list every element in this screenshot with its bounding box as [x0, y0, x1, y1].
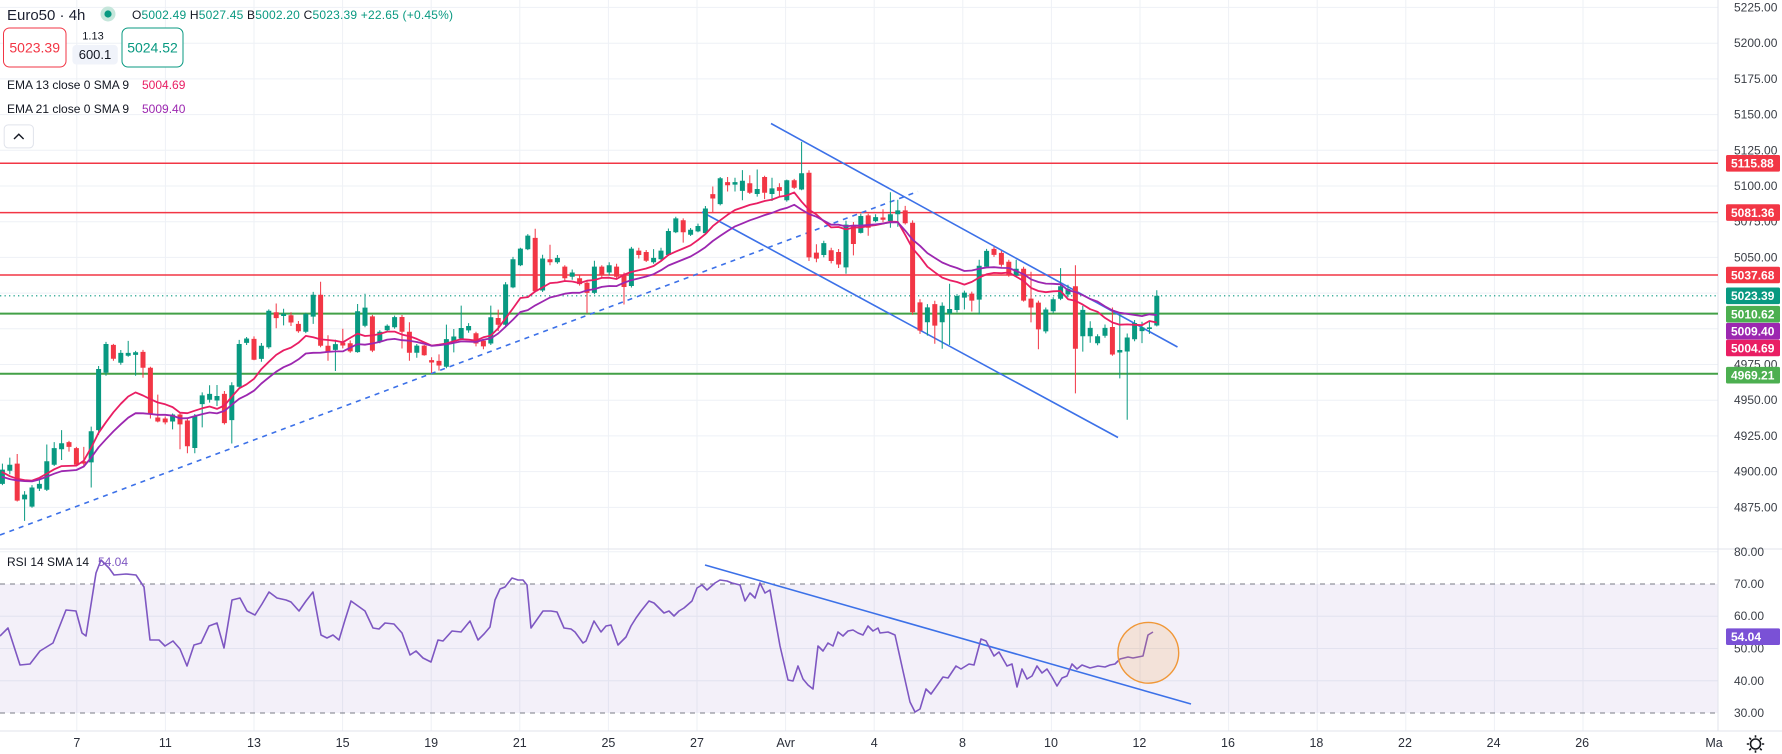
svg-text:7: 7 [73, 736, 80, 750]
svg-text:5115.88: 5115.88 [1731, 157, 1774, 171]
svg-text:5050.00: 5050.00 [1734, 250, 1778, 264]
svg-text:Euro50 · 4h: Euro50 · 4h [7, 7, 85, 24]
svg-text:5037.68: 5037.68 [1731, 268, 1775, 282]
svg-text:54.04: 54.04 [1731, 630, 1761, 644]
svg-text:12: 12 [1132, 736, 1146, 750]
svg-text:5023.39: 5023.39 [1731, 289, 1775, 303]
svg-text:4969.21: 4969.21 [1731, 369, 1775, 383]
svg-text:600.1: 600.1 [79, 47, 112, 62]
svg-text:80.00: 80.00 [1734, 545, 1764, 559]
svg-text:30.00: 30.00 [1734, 706, 1764, 720]
svg-text:11: 11 [159, 736, 172, 750]
svg-text:5125.00: 5125.00 [1734, 143, 1778, 157]
svg-text:4950.00: 4950.00 [1734, 393, 1778, 407]
svg-text:5004.69: 5004.69 [1731, 341, 1775, 355]
svg-text:Avr: Avr [776, 736, 795, 750]
svg-text:70.00: 70.00 [1734, 577, 1764, 591]
svg-text:RSI 14 SMA 14: RSI 14 SMA 14 [7, 555, 89, 569]
svg-text:4: 4 [871, 736, 878, 750]
svg-text:18: 18 [1309, 736, 1323, 750]
svg-text:5024.52: 5024.52 [127, 40, 178, 56]
svg-text:8: 8 [959, 736, 966, 750]
svg-text:5004.69: 5004.69 [142, 78, 186, 92]
svg-text:60.00: 60.00 [1734, 609, 1764, 623]
svg-text:22: 22 [1398, 736, 1412, 750]
svg-text:EMA 21 close 0 SMA 9: EMA 21 close 0 SMA 9 [7, 102, 129, 116]
svg-text:27: 27 [690, 736, 704, 750]
svg-text:26: 26 [1575, 736, 1589, 750]
svg-text:O5002.49 H5027.45 B5002.20 C50: O5002.49 H5027.45 B5002.20 C5023.39 +22.… [132, 8, 453, 22]
svg-text:10: 10 [1044, 736, 1058, 750]
svg-text:40.00: 40.00 [1734, 674, 1764, 688]
svg-text:4925.00: 4925.00 [1734, 429, 1778, 443]
svg-text:24: 24 [1487, 736, 1501, 750]
svg-text:Ma: Ma [1705, 736, 1722, 750]
svg-text:5175.00: 5175.00 [1734, 72, 1778, 86]
svg-text:16: 16 [1221, 736, 1235, 750]
svg-text:5200.00: 5200.00 [1734, 36, 1778, 50]
svg-text:5023.39: 5023.39 [9, 40, 60, 56]
svg-text:54.04: 54.04 [98, 555, 128, 569]
svg-text:15: 15 [336, 736, 350, 750]
svg-text:21: 21 [513, 736, 527, 750]
svg-text:5010.62: 5010.62 [1731, 308, 1775, 322]
svg-text:13: 13 [247, 736, 261, 750]
svg-text:19: 19 [424, 736, 438, 750]
svg-text:4875.00: 4875.00 [1734, 500, 1778, 514]
svg-text:5225.00: 5225.00 [1734, 0, 1778, 14]
svg-text:5100.00: 5100.00 [1734, 179, 1778, 193]
svg-text:5150.00: 5150.00 [1734, 108, 1778, 122]
svg-text:25: 25 [601, 736, 615, 750]
svg-text:5081.36: 5081.36 [1731, 206, 1775, 220]
svg-text:EMA 13 close 0 SMA 9: EMA 13 close 0 SMA 9 [7, 78, 129, 92]
svg-text:1.13: 1.13 [82, 31, 103, 43]
svg-text:5009.40: 5009.40 [1731, 325, 1775, 339]
svg-text:4900.00: 4900.00 [1734, 465, 1778, 479]
svg-text:5009.40: 5009.40 [142, 102, 186, 116]
